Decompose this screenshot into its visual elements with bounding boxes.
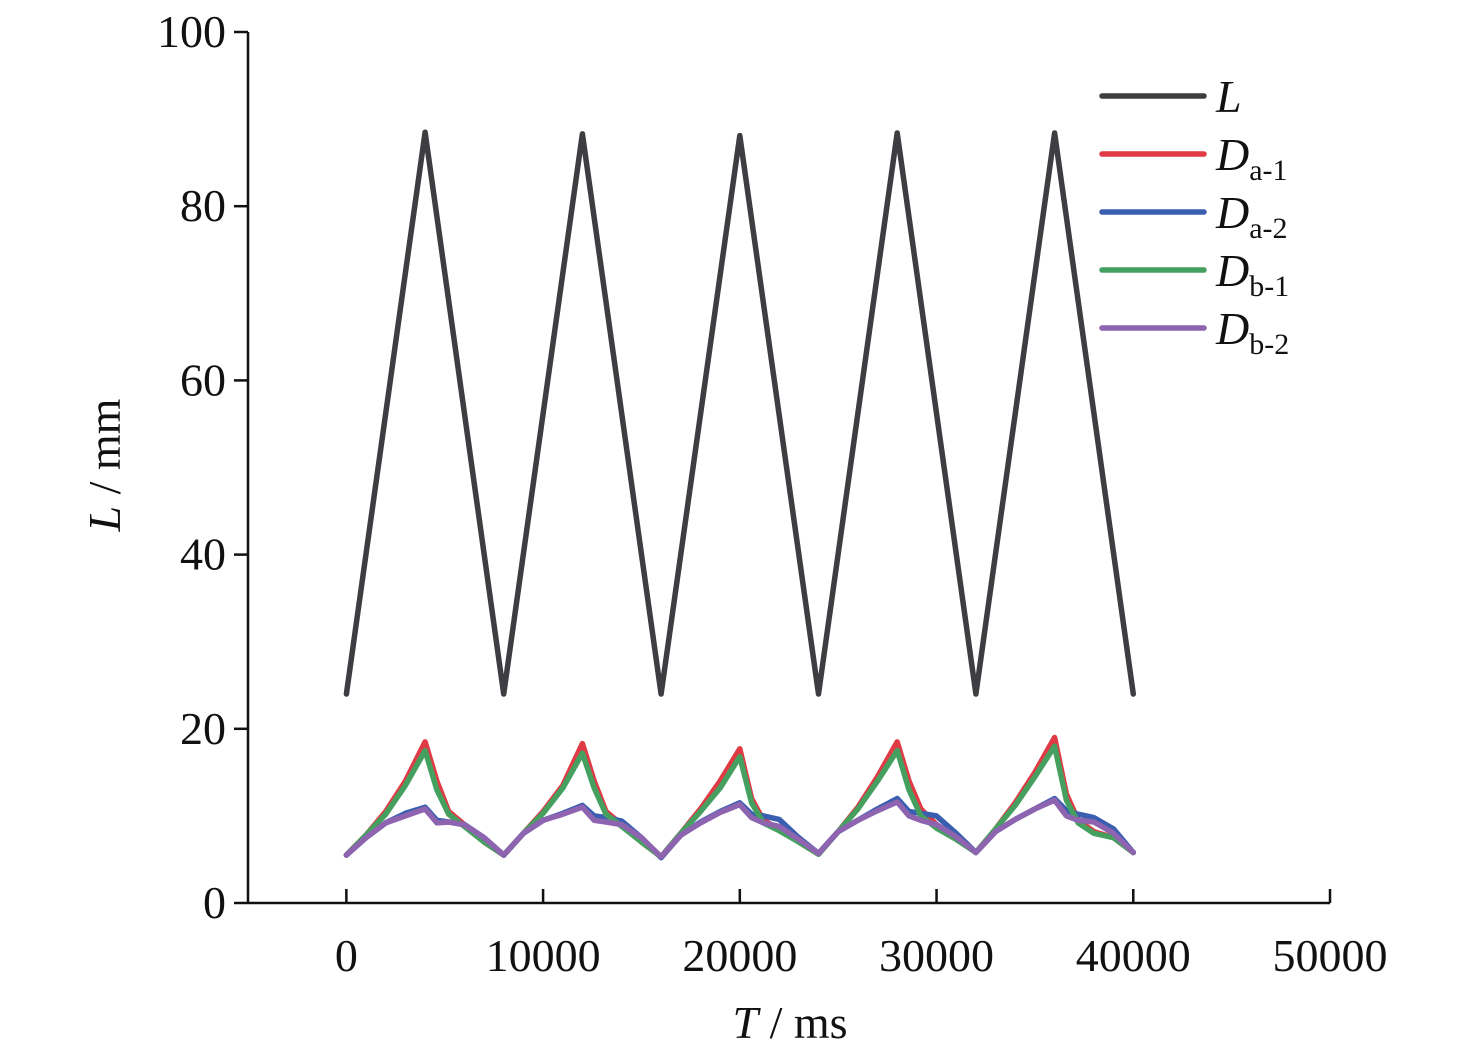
legend-label: Db-2 (1215, 303, 1289, 361)
x-axis-title: T / ms (732, 997, 847, 1048)
y-tick-label: 100 (157, 6, 226, 57)
legend-label: L (1215, 71, 1242, 122)
y-tick-label: 20 (180, 703, 226, 754)
y-axis-unit: / mm (79, 398, 130, 506)
legend-label-main: D (1215, 245, 1249, 296)
legend: LDa-1Da-2Db-1Db-2 (1099, 71, 1289, 361)
legend-label-main: D (1215, 129, 1249, 180)
legend-label-sub: b-2 (1249, 328, 1289, 361)
y-ticks: 0 20 40 60 80 100 (157, 6, 248, 928)
legend-label-sub: a-2 (1249, 212, 1287, 245)
legend-label: Da-2 (1215, 187, 1288, 245)
series-line-db-2 (343, 797, 1137, 860)
legend-label-sub: b-1 (1249, 270, 1289, 303)
legend-label-sub: a-1 (1249, 154, 1287, 187)
x-tick-label: 0 (335, 930, 358, 981)
y-axis-title: L / mm (79, 398, 130, 532)
x-ticks: 0 10000 20000 30000 40000 50000 (335, 889, 1388, 981)
legend-label: Da-1 (1215, 129, 1288, 187)
y-tick-label: 0 (203, 877, 226, 928)
legend-label: Db-1 (1215, 245, 1289, 303)
x-tick-label: 10000 (486, 930, 601, 981)
y-tick-label: 40 (180, 529, 226, 580)
y-tick-label: 80 (180, 180, 226, 231)
series-line-l (343, 129, 1137, 697)
x-tick-label: 40000 (1076, 930, 1191, 981)
x-tick-label: 20000 (682, 930, 797, 981)
legend-label-main: L (1215, 71, 1242, 122)
axes: 0 20 40 60 80 100 0 10000 20000 30000 40000 50000 (157, 6, 1388, 981)
x-tick-label: 50000 (1273, 930, 1388, 981)
x-tick-label: 30000 (879, 930, 994, 981)
y-axis-var: L (79, 506, 130, 533)
y-tick-label: 60 (180, 354, 226, 405)
x-axis-unit: / ms (758, 997, 847, 1048)
x-axis-var: T (732, 997, 761, 1048)
legend-label-main: D (1215, 187, 1249, 238)
plot-lines (343, 129, 1137, 861)
legend-label-main: D (1215, 303, 1249, 354)
